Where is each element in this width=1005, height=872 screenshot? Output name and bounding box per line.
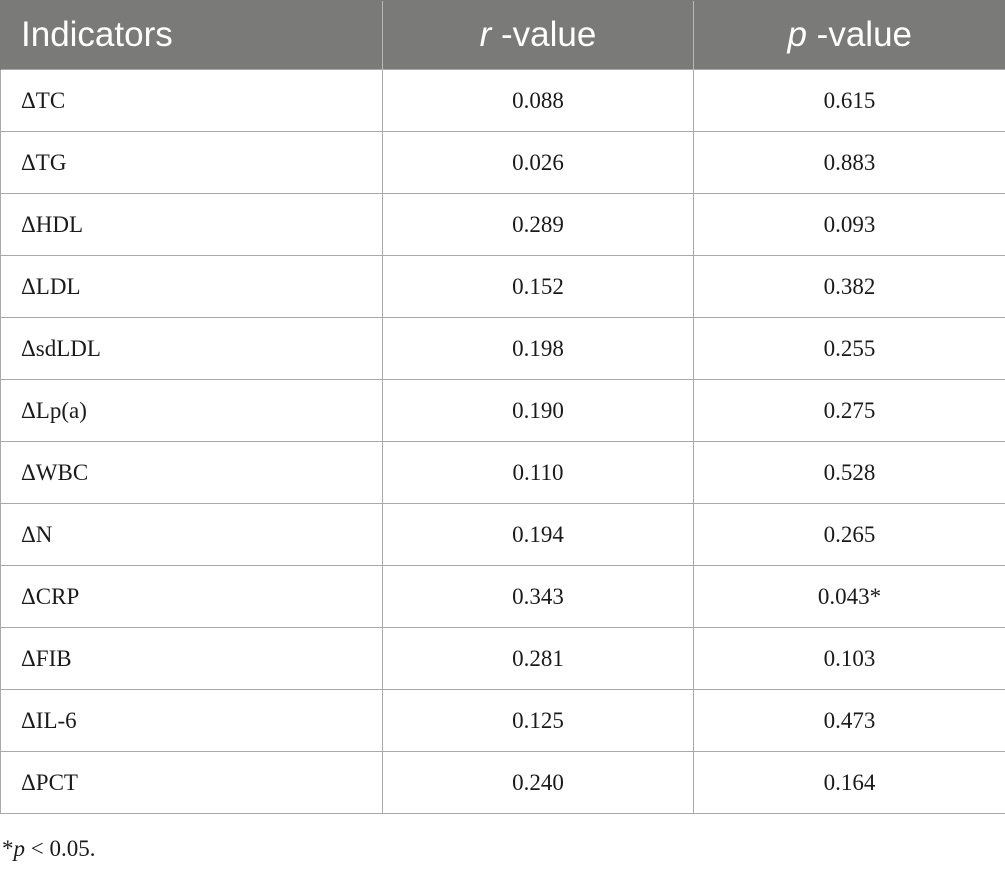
cell-r-value: 0.152 bbox=[382, 255, 694, 318]
cell-r-value: 0.343 bbox=[382, 565, 694, 628]
cell-r-value: 0.289 bbox=[382, 193, 694, 256]
cell-p-value: 0.093 bbox=[693, 193, 1005, 256]
table-row: ΔCRP 0.343 0.043* bbox=[0, 565, 1005, 628]
cell-r-value: 0.026 bbox=[382, 131, 694, 194]
cell-p-value: 0.164 bbox=[693, 751, 1005, 814]
cell-indicator: ΔCRP bbox=[0, 565, 383, 628]
cell-r-value: 0.110 bbox=[382, 441, 694, 504]
cell-indicator: ΔWBC bbox=[0, 441, 383, 504]
footnote-p-symbol: p bbox=[13, 836, 26, 861]
cell-p-value: 0.265 bbox=[693, 503, 1005, 566]
cell-indicator: ΔIL-6 bbox=[0, 689, 383, 752]
cell-p-value: 0.883 bbox=[693, 131, 1005, 194]
cell-r-value: 0.198 bbox=[382, 317, 694, 380]
table-row: ΔFIB 0.281 0.103 bbox=[0, 627, 1005, 690]
cell-r-value: 0.088 bbox=[382, 69, 694, 132]
header-row: Indicators r -value p -value bbox=[0, 0, 1005, 70]
cell-r-value: 0.281 bbox=[382, 627, 694, 690]
footnote-text: < 0.05. bbox=[25, 836, 96, 861]
table-row: ΔLp(a) 0.190 0.275 bbox=[0, 379, 1005, 442]
cell-p-value: 0.528 bbox=[693, 441, 1005, 504]
cell-r-value: 0.194 bbox=[382, 503, 694, 566]
cell-indicator: ΔHDL bbox=[0, 193, 383, 256]
cell-indicator: ΔTG bbox=[0, 131, 383, 194]
table-row: ΔLDL 0.152 0.382 bbox=[0, 255, 1005, 318]
table-header: Indicators r -value p -value bbox=[0, 0, 1005, 70]
header-r-symbol: r bbox=[479, 15, 492, 54]
correlation-table-container: Indicators r -value p -value ΔTC 0.088 0… bbox=[0, 0, 1005, 814]
cell-p-value: 0.103 bbox=[693, 627, 1005, 690]
cell-r-value: 0.240 bbox=[382, 751, 694, 814]
table-row: ΔN 0.194 0.265 bbox=[0, 503, 1005, 566]
cell-indicator: ΔPCT bbox=[0, 751, 383, 814]
cell-p-value: 0.615 bbox=[693, 69, 1005, 132]
table-row: ΔTG 0.026 0.883 bbox=[0, 131, 1005, 194]
header-r-value: r -value bbox=[382, 0, 694, 70]
cell-p-value: 0.043* bbox=[693, 565, 1005, 628]
table-row: ΔPCT 0.240 0.164 bbox=[0, 751, 1005, 814]
table-row: ΔHDL 0.289 0.093 bbox=[0, 193, 1005, 256]
table-body: ΔTC 0.088 0.615 ΔTG 0.026 0.883 ΔHDL 0.2… bbox=[0, 69, 1005, 814]
cell-p-value: 0.382 bbox=[693, 255, 1005, 318]
table-row: ΔsdLDL 0.198 0.255 bbox=[0, 317, 1005, 380]
cell-indicator: ΔLDL bbox=[0, 255, 383, 318]
header-p-value: p -value bbox=[693, 0, 1005, 70]
table-row: ΔIL-6 0.125 0.473 bbox=[0, 689, 1005, 752]
cell-r-value: 0.190 bbox=[382, 379, 694, 442]
cell-p-value: 0.275 bbox=[693, 379, 1005, 442]
table-row: ΔTC 0.088 0.615 bbox=[0, 69, 1005, 132]
cell-indicator: ΔLp(a) bbox=[0, 379, 383, 442]
table-row: ΔWBC 0.110 0.528 bbox=[0, 441, 1005, 504]
cell-p-value: 0.473 bbox=[693, 689, 1005, 752]
header-p-suffix: -value bbox=[806, 15, 913, 54]
cell-indicator: ΔTC bbox=[0, 69, 383, 132]
header-indicators: Indicators bbox=[0, 0, 383, 70]
cell-p-value: 0.255 bbox=[693, 317, 1005, 380]
correlation-table: Indicators r -value p -value ΔTC 0.088 0… bbox=[0, 0, 1005, 814]
cell-indicator: ΔN bbox=[0, 503, 383, 566]
header-p-symbol: p bbox=[787, 15, 807, 54]
header-r-suffix: -value bbox=[491, 15, 597, 54]
table-footnote: *p < 0.05. bbox=[2, 836, 95, 862]
cell-indicator: ΔsdLDL bbox=[0, 317, 383, 380]
cell-r-value: 0.125 bbox=[382, 689, 694, 752]
cell-indicator: ΔFIB bbox=[0, 627, 383, 690]
footnote-star: * bbox=[2, 836, 14, 861]
